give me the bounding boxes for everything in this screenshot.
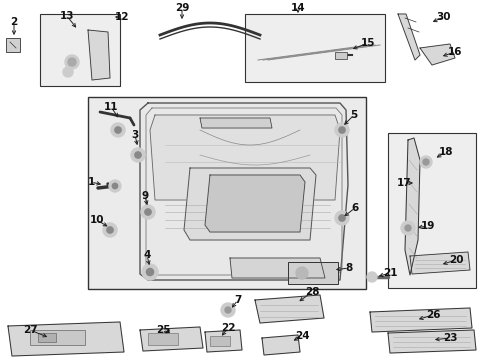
Polygon shape [397,14,419,60]
Text: 4: 4 [143,250,150,260]
Circle shape [109,180,121,192]
Circle shape [334,211,348,225]
Polygon shape [254,295,324,323]
Text: 14: 14 [290,3,305,13]
Circle shape [404,225,410,231]
Text: 11: 11 [103,102,118,112]
Text: 26: 26 [425,310,439,320]
Text: 19: 19 [420,221,434,231]
Bar [38,333,56,342]
Circle shape [103,223,117,237]
Bar [88,97,365,289]
Polygon shape [387,330,475,353]
Circle shape [112,183,118,189]
Polygon shape [404,138,419,275]
Circle shape [146,269,153,276]
Text: 9: 9 [141,191,148,201]
Text: 13: 13 [60,11,74,21]
Polygon shape [183,168,315,240]
Circle shape [419,156,431,168]
Text: 21: 21 [382,268,396,278]
Text: 29: 29 [174,3,189,13]
Polygon shape [409,252,469,274]
Polygon shape [229,258,325,278]
Text: 10: 10 [90,215,104,225]
Polygon shape [204,330,242,352]
Bar [387,133,475,288]
Text: 1: 1 [87,177,95,187]
Polygon shape [369,308,471,332]
Circle shape [400,221,414,235]
Bar [148,333,178,345]
Circle shape [295,267,307,279]
Text: 25: 25 [156,325,170,335]
Circle shape [111,123,125,137]
Polygon shape [150,115,339,200]
Text: 5: 5 [350,110,357,120]
Polygon shape [140,327,203,351]
Text: 15: 15 [360,38,374,48]
Circle shape [366,272,376,282]
Polygon shape [8,322,124,356]
Bar [334,52,346,59]
Circle shape [144,209,151,215]
Text: 30: 30 [436,12,450,22]
Circle shape [131,148,145,162]
Text: 23: 23 [442,333,456,343]
Bar [6,38,20,52]
Circle shape [107,227,113,233]
Bar [30,330,85,345]
Circle shape [115,127,121,133]
Circle shape [141,205,155,219]
Bar [209,336,229,346]
Circle shape [338,127,345,133]
Text: 7: 7 [234,295,241,305]
Polygon shape [204,175,305,232]
Polygon shape [419,44,454,65]
Circle shape [135,152,141,158]
Text: 18: 18 [438,147,452,157]
Text: 17: 17 [396,178,410,188]
Circle shape [221,303,235,317]
Text: 12: 12 [115,12,129,22]
Polygon shape [88,30,110,80]
Text: 22: 22 [220,323,235,333]
Polygon shape [140,103,347,280]
Circle shape [338,215,345,221]
Text: 28: 28 [304,287,319,297]
Text: 24: 24 [294,331,309,341]
Text: 3: 3 [131,130,138,140]
Circle shape [334,123,348,137]
Bar [287,262,337,284]
Text: 2: 2 [10,17,18,27]
Polygon shape [262,335,299,355]
Polygon shape [200,118,271,128]
Circle shape [65,55,79,69]
Text: 16: 16 [447,47,461,57]
Text: 20: 20 [448,255,462,265]
Text: 27: 27 [22,325,37,335]
Circle shape [142,264,158,280]
Circle shape [68,58,76,66]
Circle shape [63,67,73,77]
Bar [244,14,384,82]
Text: 6: 6 [351,203,358,213]
Circle shape [422,159,428,165]
Circle shape [224,307,230,313]
Bar [40,14,120,86]
Text: 8: 8 [345,263,352,273]
